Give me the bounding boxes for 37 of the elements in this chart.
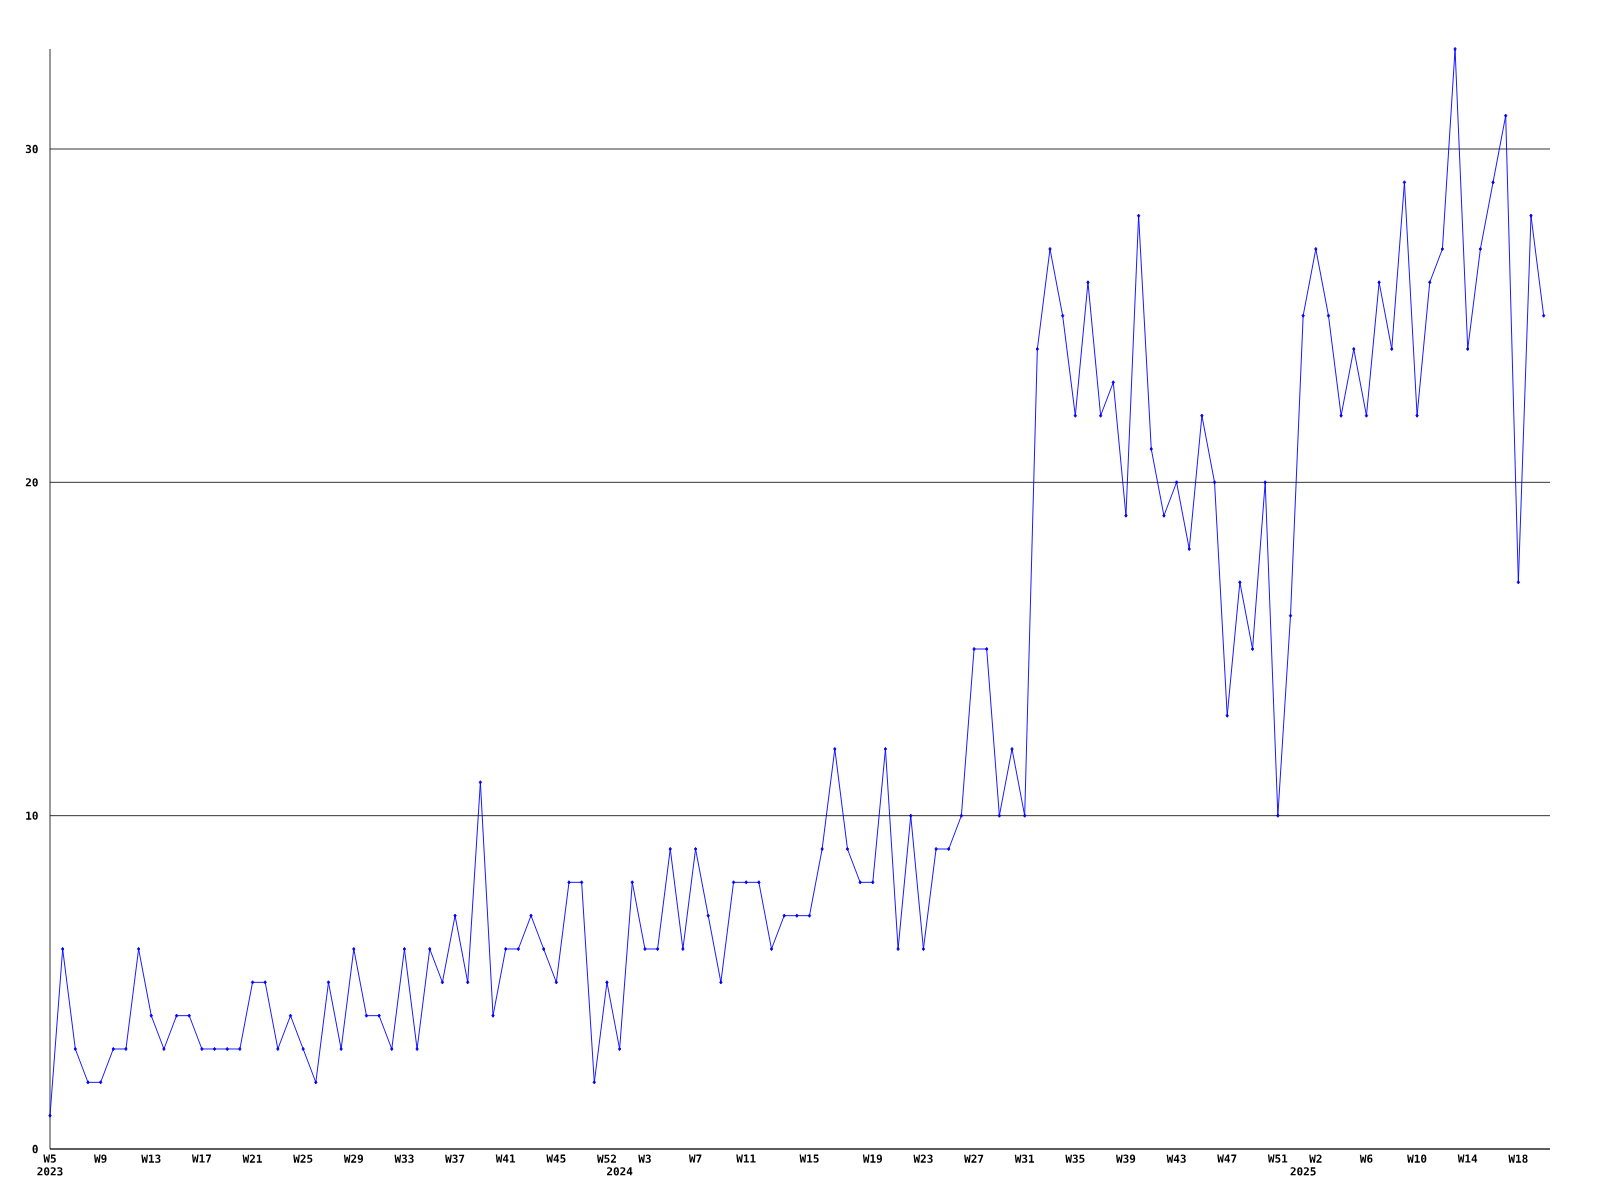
x-tick-label: W7 <box>688 1154 702 1163</box>
text: 2025 <box>1290 1167 1316 1176</box>
y-tick-label: 30 <box>25 144 38 154</box>
x-tick-label: W39 <box>1116 1154 1136 1163</box>
x-tick-label: W17 <box>191 1154 211 1163</box>
x-tick-label: W45 <box>546 1154 566 1163</box>
x-tick-label: W29 <box>343 1154 364 1163</box>
x-tick-label: W41 <box>495 1154 516 1163</box>
x-tick-label: W43 <box>1166 1154 1186 1163</box>
x-tick-label: W31 <box>1014 1154 1035 1163</box>
text: 2023 <box>37 1167 63 1176</box>
x-tick-label: W19 <box>862 1154 883 1163</box>
x-tick-label: W23 <box>913 1154 933 1163</box>
x-tick-label: W5 <box>43 1154 56 1163</box>
text: 2024 <box>606 1167 633 1176</box>
y-tick-label: 20 <box>25 478 38 487</box>
x-tick-label: W15 <box>799 1154 819 1163</box>
x-tick-label: W3 <box>638 1154 651 1163</box>
x-tick-label: W37 <box>445 1154 465 1163</box>
x-tick-label: W14 <box>1457 1154 1478 1163</box>
x-tick-label: W13 <box>141 1154 161 1163</box>
y-tick-label: 0 <box>32 1144 38 1154</box>
x-tick-label: W47 <box>1217 1154 1237 1163</box>
y-tick-label: 10 <box>26 811 38 820</box>
x-tick-label: W35 <box>1065 1154 1085 1163</box>
x-tick-label: W2 <box>1309 1154 1322 1163</box>
x-tick-label: W18 <box>1508 1154 1528 1163</box>
x-tick-label: W10 <box>1407 1154 1427 1163</box>
x-tick-label: W6 <box>1359 1154 1373 1163</box>
x-tick-label: W51 <box>1267 1154 1288 1163</box>
x-tick-label: W25 <box>293 1154 313 1163</box>
x-tick-label: W9 <box>94 1154 107 1163</box>
x-tick-label: W33 <box>394 1154 414 1163</box>
x-tick-label: W52 <box>597 1154 616 1163</box>
x-tick-label: W21 <box>242 1154 262 1163</box>
x-tick-label: W11 <box>736 1154 756 1163</box>
x-tick-label: W27 <box>964 1154 984 1163</box>
